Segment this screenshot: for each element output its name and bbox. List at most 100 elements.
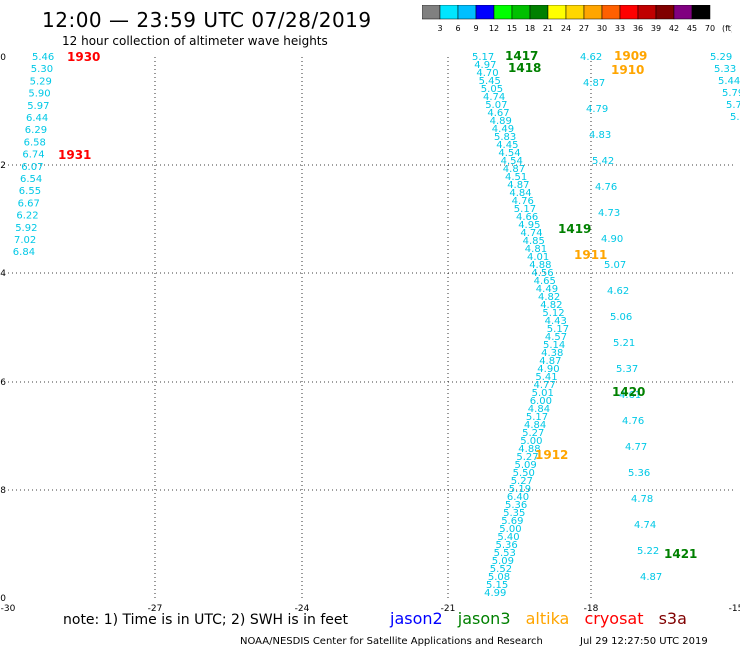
y-tick-label: -8 — [0, 486, 6, 496]
wave-height-label: 4.85 — [523, 236, 545, 247]
wave-height-label: 4.87 — [503, 164, 525, 175]
pass-number-label: 1911 — [574, 248, 607, 262]
wave-height-label: 4.38 — [541, 348, 563, 359]
wave-height-label: 5.19 — [509, 484, 531, 495]
wave-height-label: 5.09 — [492, 556, 514, 567]
wave-height-label: 4.76 — [622, 416, 644, 427]
colorbar-label: 30 — [597, 24, 607, 33]
wave-height-label: 4.66 — [516, 212, 538, 223]
credit-line: NOAA/NESDIS Center for Satellite Applica… — [240, 636, 543, 647]
colorbar-label: 24 — [561, 24, 571, 33]
wave-height-label: 5.92 — [15, 223, 37, 234]
wave-height-label: 4.62 — [580, 52, 602, 63]
wave-height-label: 6.67 — [18, 198, 40, 209]
wave-height-label: 4.61 — [619, 390, 641, 401]
wave-height-label: 5.30 — [31, 64, 53, 75]
wave-height-label: 4.74 — [483, 92, 505, 103]
wave-height-label: 4.89 — [490, 116, 512, 127]
colorbar-label: (ft) — [722, 24, 732, 33]
x-tick-label: -21 — [441, 604, 456, 614]
pass-number-label: 1931 — [58, 148, 91, 162]
wave-height-label: 5.33 — [714, 64, 736, 75]
wave-height-label: 5.45 — [479, 76, 501, 87]
wave-height-label: 6.44 — [26, 113, 48, 124]
wave-height-label: 4.84 — [509, 188, 531, 199]
wave-height-label: 4.90 — [601, 234, 623, 245]
colorbar-label: 21 — [543, 24, 553, 33]
wave-height-label: 5.01 — [532, 388, 554, 399]
wave-height-label: 6.54 — [20, 174, 42, 185]
wave-height-label: 4.67 — [487, 108, 509, 119]
satellite-legend: jason2 jason3 altika cryosat s3a — [390, 609, 697, 628]
generated-timestamp: Jul 29 12:27:50 UTC 2019 — [580, 636, 708, 647]
wave-height-label: 5.97 — [27, 101, 49, 112]
y-tick-label: 0 — [0, 53, 6, 63]
colorbar-label: 3 — [437, 24, 442, 33]
wave-height-label: 4.82 — [540, 300, 562, 311]
wave-height-label: 4.84 — [524, 420, 546, 431]
wave-height-label: 6.74 — [22, 150, 44, 161]
wave-height-label: 5.27 — [516, 452, 538, 463]
wave-height-label: 4.70 — [476, 68, 498, 79]
map-title: 12:00 — 23:59 UTC 07/28/2019 — [42, 8, 372, 32]
colorbar-label: 27 — [579, 24, 589, 33]
wave-height-label: 4.87 — [640, 572, 662, 583]
pass-number-label: 1912 — [535, 448, 568, 462]
wave-height-label: 5.17 — [514, 204, 536, 215]
wave-height-label: 6.84 — [13, 247, 35, 258]
wave-height-label: 5.29 — [30, 76, 52, 87]
wave-height-label: 5.46 — [32, 52, 54, 63]
pass-number-label: 1420 — [612, 385, 645, 399]
colorbar-label: 45 — [687, 24, 697, 33]
pass-number-label: 1421 — [664, 547, 697, 561]
wave-height-label: 5.27 — [522, 428, 544, 439]
wave-height-label: 5.00 — [499, 524, 521, 535]
map-subtitle: 12 hour collection of altimeter wave hei… — [62, 34, 328, 48]
y-tick-label: -10 — [0, 594, 6, 604]
pass-number-label: 1419 — [558, 222, 591, 236]
wave-height-label: 5.44 — [718, 76, 740, 87]
wave-height-label: 4.74 — [520, 228, 542, 239]
colorbar-label: 18 — [525, 24, 535, 33]
wave-height-label: 5.52 — [490, 564, 512, 575]
wave-height-label: 4.99 — [484, 588, 506, 599]
wave-height-label: 4.45 — [496, 140, 518, 151]
wave-height-label: 5.17 — [472, 52, 494, 63]
wave-height-label: 4.79 — [586, 104, 608, 115]
wave-height-label: 5.90 — [28, 89, 50, 100]
wave-height-label: 4.88 — [529, 260, 551, 271]
wave-height-label: 5.27 — [511, 476, 533, 487]
wave-height-label: 5.07 — [485, 100, 507, 111]
colorbar-label: 39 — [651, 24, 661, 33]
wave-height-label: 4.82 — [538, 292, 560, 303]
wave-height-label: 4.62 — [607, 286, 629, 297]
wave-height-label: 5.36 — [496, 540, 518, 551]
wave-height-label: 4.49 — [536, 284, 558, 295]
wave-height-label: 4.49 — [492, 124, 514, 135]
wave-height-label: 4.84 — [528, 404, 550, 415]
wave-height-label: 4.54 — [501, 156, 523, 167]
wave-height-label: 5.06 — [610, 312, 632, 323]
wave-height-label: 5.29 — [710, 52, 732, 63]
wave-height-label: 4.76 — [595, 182, 617, 193]
wave-height-label: 5.08 — [488, 572, 510, 583]
wave-height-label: 5.41 — [535, 372, 557, 383]
wave-height-label: 7.02 — [14, 235, 36, 246]
wave-height-label: 4.78 — [631, 494, 653, 505]
colorbar-label: 36 — [633, 24, 643, 33]
wave-height-label: 5.36 — [628, 468, 650, 479]
wave-height-label: 5.17 — [547, 324, 569, 335]
wave-height-label: 6.07 — [21, 162, 43, 173]
colorbar-label: 6 — [455, 24, 460, 33]
wave-height-label: 5.15 — [486, 580, 508, 591]
wave-height-label: 5.53 — [494, 548, 516, 559]
legend-jason2: jason2 — [390, 609, 443, 628]
wave-height-label: 5.09 — [515, 460, 537, 471]
legend-altika: altika — [525, 609, 570, 628]
colorbar-label: 15 — [507, 24, 517, 33]
wave-height-label: 5.50 — [513, 468, 535, 479]
pass-number-label: 1909 — [614, 49, 647, 63]
wave-height-label: 5.21 — [613, 338, 635, 349]
legend-cryosat: cryosat — [584, 609, 644, 628]
x-tick-label: -27 — [148, 604, 163, 614]
